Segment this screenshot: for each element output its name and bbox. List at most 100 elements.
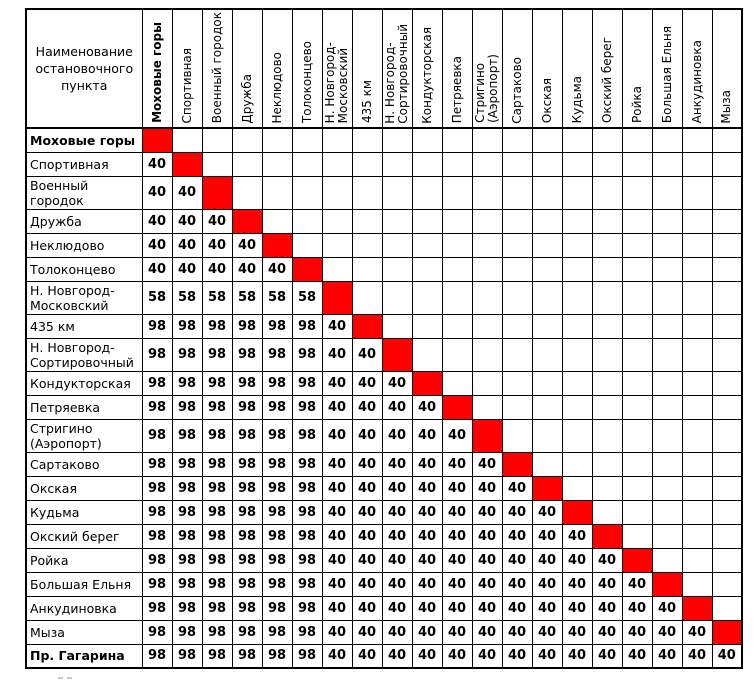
- fare-cell: 98: [261, 619, 293, 645]
- fare-cell: 40: [411, 571, 443, 597]
- column-header-label: Дружба: [239, 73, 254, 124]
- fare-cell: 98: [201, 523, 233, 549]
- fare-cell: 40: [321, 595, 353, 621]
- column-header-label: Петряевка: [449, 55, 464, 124]
- empty-cell: [381, 280, 413, 315]
- empty-cell: [621, 175, 653, 210]
- column-header: Окский берег: [591, 8, 623, 130]
- empty-cell: [441, 280, 473, 315]
- fare-cell: 40: [591, 595, 623, 621]
- empty-cell: [231, 127, 263, 153]
- empty-cell: [591, 151, 623, 177]
- row-label: Военный городок: [25, 175, 143, 210]
- empty-cell: [591, 418, 623, 453]
- empty-cell: [681, 523, 713, 549]
- empty-cell: [711, 451, 743, 477]
- fare-cell: 40: [471, 643, 503, 669]
- empty-cell: [651, 547, 683, 573]
- fare-cell: 98: [141, 571, 173, 597]
- fare-cell: 40: [231, 232, 263, 258]
- fare-cell: 40: [621, 643, 653, 669]
- fare-cell: 40: [381, 595, 413, 621]
- fare-cell: 40: [591, 643, 623, 669]
- table-row: Ройка 98 98 98 98 98 98 40 40 40 40 40 40 40 40 40 40: [25, 547, 743, 573]
- fare-cell: 98: [261, 571, 293, 597]
- fare-cell: 98: [171, 451, 203, 477]
- fare-cell: 40: [351, 451, 383, 477]
- empty-cell: [621, 337, 653, 372]
- empty-cell: [711, 175, 743, 210]
- empty-cell: [591, 451, 623, 477]
- empty-cell: [651, 337, 683, 372]
- fare-cell: 40: [501, 643, 533, 669]
- column-header: Анкудиновка: [681, 8, 713, 130]
- fare-cell: 40: [561, 595, 593, 621]
- fare-cell: 40: [531, 643, 563, 669]
- empty-cell: [531, 418, 563, 453]
- empty-cell: [591, 127, 623, 153]
- empty-cell: [681, 337, 713, 372]
- row-label: Кондукторская: [25, 370, 143, 396]
- empty-cell: [501, 127, 533, 153]
- empty-cell: [711, 547, 743, 573]
- column-header: Окская: [531, 8, 563, 130]
- empty-cell: [501, 394, 533, 420]
- fare-cell: 40: [561, 547, 593, 573]
- fare-cell: 98: [261, 595, 293, 621]
- empty-cell: [621, 280, 653, 315]
- fare-cell: 58: [171, 280, 203, 315]
- fare-cell: 40: [261, 256, 293, 282]
- column-header-label: Анкудиновка: [689, 39, 704, 124]
- fare-cell: 40: [681, 619, 713, 645]
- fare-cell: 98: [291, 451, 323, 477]
- table-row: Окский берег 98 98 98 98 98 98 40 40 40 40 40 40 40 40…: [25, 523, 743, 549]
- empty-cell: [591, 394, 623, 420]
- empty-cell: [441, 232, 473, 258]
- empty-cell: [531, 280, 563, 315]
- fare-cell: 40: [381, 394, 413, 420]
- empty-cell: [261, 151, 293, 177]
- fare-cell: 98: [291, 313, 323, 339]
- column-header-label: Спортивная: [179, 47, 194, 124]
- diagonal-red-cell: [231, 208, 263, 234]
- empty-cell: [501, 208, 533, 234]
- diagonal-red-cell: [531, 475, 563, 501]
- fare-cell: 98: [201, 619, 233, 645]
- empty-cell: [501, 370, 533, 396]
- fare-cell: 40: [411, 643, 443, 669]
- row-label: Петряевка: [25, 394, 143, 420]
- empty-cell: [651, 313, 683, 339]
- fare-cell: 98: [171, 571, 203, 597]
- row-label: Кудьма: [25, 499, 143, 525]
- fare-cell: 40: [381, 643, 413, 669]
- fare-cell: 40: [351, 475, 383, 501]
- empty-cell: [471, 127, 503, 153]
- empty-cell: [261, 175, 293, 210]
- fare-cell: 40: [441, 547, 473, 573]
- fare-cell: 40: [351, 547, 383, 573]
- fare-cell: 98: [141, 337, 173, 372]
- fare-cell: 98: [201, 547, 233, 573]
- fare-cell: 40: [441, 475, 473, 501]
- empty-cell: [621, 208, 653, 234]
- fare-cell: 98: [141, 451, 173, 477]
- column-header: Большая Ельня: [651, 8, 683, 130]
- empty-cell: [531, 256, 563, 282]
- corner-header: Наименование остановочного пункта: [25, 8, 143, 130]
- table-row: Н. Новгород-Московский 58 58 58 58 58 58: [25, 280, 743, 315]
- row-label: Ройка: [25, 547, 143, 573]
- fare-cell: 40: [501, 475, 533, 501]
- fare-cell: 40: [381, 370, 413, 396]
- diagonal-red-cell: [621, 547, 653, 573]
- fare-cell: 40: [531, 595, 563, 621]
- fare-cell: 98: [201, 313, 233, 339]
- table-row: Окская 98 98 98 98 98 98 40 40 40 40 40 40 40: [25, 475, 743, 501]
- fare-cell: 40: [411, 619, 443, 645]
- empty-cell: [351, 175, 383, 210]
- empty-cell: [711, 595, 743, 621]
- fare-cell: 40: [171, 256, 203, 282]
- empty-cell: [321, 256, 353, 282]
- empty-cell: [201, 127, 233, 153]
- fare-cell: 98: [171, 523, 203, 549]
- column-header-label: Окская: [539, 78, 554, 124]
